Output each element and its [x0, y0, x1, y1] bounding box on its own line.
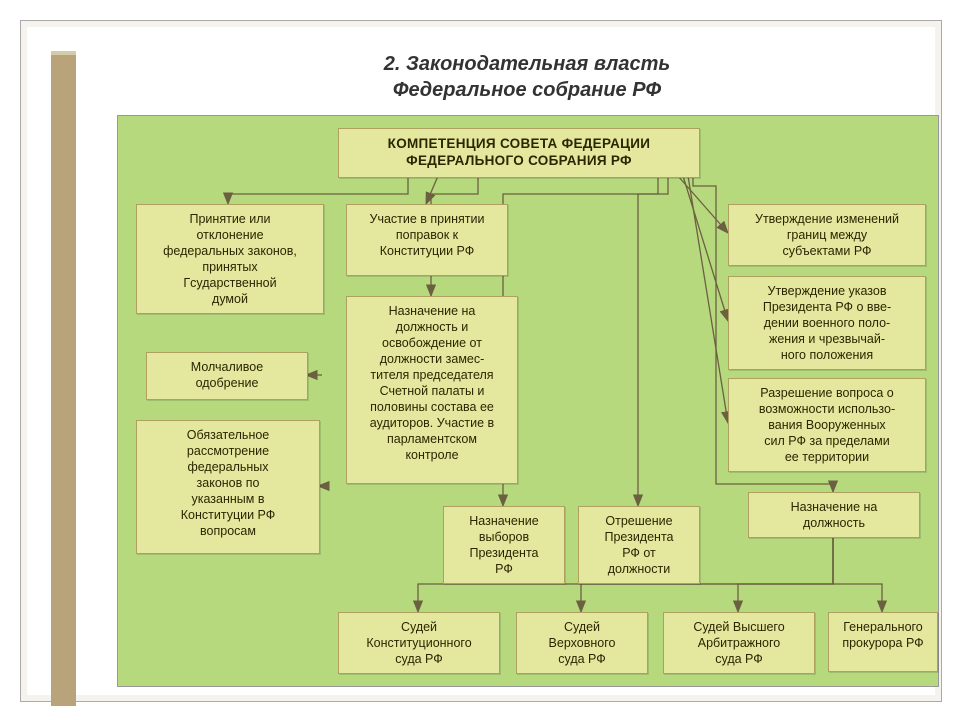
node-m1: НазначениевыборовПрезидентаРФ [443, 506, 565, 584]
node-b1: СудейКонституционногосуда РФ [338, 612, 500, 674]
title-block: 2. Законодательная власть Федеральное со… [117, 51, 937, 115]
title-line-2: Федеральное собрание РФ [117, 77, 937, 103]
node-r1: Утверждение измененийграниц междусубъект… [728, 204, 926, 266]
title-line-1: 2. Законодательная власть [117, 51, 937, 77]
node-n2: Участие в принятиипоправок кКонституции … [346, 204, 508, 276]
side-ornament [51, 51, 76, 706]
node-root: КОМПЕТЕНЦИЯ СОВЕТА ФЕДЕРАЦИИФЕДЕРАЛЬНОГО… [338, 128, 700, 178]
node-b3: Судей ВысшегоАрбитражногосуда РФ [663, 612, 815, 674]
node-b2: СудейВерховногосуда РФ [516, 612, 648, 674]
node-r3: Разрешение вопроса овозможности использо… [728, 378, 926, 472]
node-r2: Утверждение указовПрезидента РФ о вве-де… [728, 276, 926, 370]
slide-mat: 2. Законодательная власть Федеральное со… [20, 20, 942, 702]
node-m3: Назначение надолжность [748, 492, 920, 538]
node-n1c: Обязательноерассмотрениефедеральныхзакон… [136, 420, 320, 554]
node-n1b: Молчаливоеодобрение [146, 352, 308, 400]
node-n3: Назначение надолжность иосвобождение отд… [346, 296, 518, 484]
slide: 2. Законодательная власть Федеральное со… [117, 51, 937, 711]
node-b4: Генеральногопрокурора РФ [828, 612, 938, 672]
node-n1: Принятие илиотклонениефедеральных законо… [136, 204, 324, 314]
diagram-area: КОМПЕТЕНЦИЯ СОВЕТА ФЕДЕРАЦИИФЕДЕРАЛЬНОГО… [117, 115, 939, 687]
node-m2: ОтрешениеПрезидентаРФ отдолжности [578, 506, 700, 584]
